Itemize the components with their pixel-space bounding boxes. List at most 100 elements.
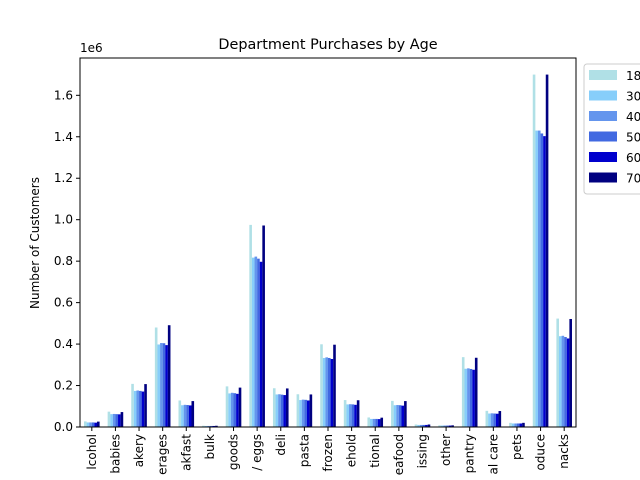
- bar: [493, 413, 496, 427]
- legend-swatch: [589, 152, 617, 162]
- x-tick-label: deli: [274, 434, 288, 456]
- bar: [115, 414, 119, 427]
- bar: [262, 225, 265, 427]
- bar: [160, 343, 163, 427]
- bar: [97, 421, 100, 427]
- bar: [144, 384, 147, 427]
- legend-label: 18: [626, 69, 640, 83]
- y-tick-label: 0.4: [54, 337, 73, 351]
- x-axis: lcohol babies akery erages akfast bulk goods / …: [85, 427, 571, 475]
- x-tick-label: akery: [132, 434, 146, 467]
- x-tick-label: bulk: [203, 434, 217, 460]
- bar: [301, 399, 305, 427]
- x-tick-label: tional: [368, 434, 382, 468]
- bar: [377, 419, 381, 427]
- bar: [110, 414, 113, 427]
- x-tick-label: other: [439, 434, 453, 466]
- bar: [183, 404, 187, 427]
- bar: [398, 405, 402, 427]
- y-axis-label: Number of Customers: [28, 177, 42, 309]
- bar: [328, 357, 331, 427]
- bar: [91, 422, 95, 427]
- bar: [304, 399, 307, 427]
- bar: [558, 336, 562, 427]
- bar: [207, 425, 210, 427]
- bar: [139, 390, 142, 427]
- bar: [296, 394, 300, 427]
- bar: [230, 392, 234, 427]
- bar: [535, 130, 538, 427]
- bar: [299, 400, 302, 427]
- bar: [422, 424, 426, 427]
- bar: [191, 401, 195, 427]
- bar: [249, 224, 252, 427]
- bar: [233, 393, 237, 427]
- bar: [532, 74, 536, 427]
- bar: [330, 359, 334, 427]
- bar: [228, 393, 231, 427]
- bar: [370, 418, 373, 427]
- bar: [417, 424, 420, 427]
- y-tick-label: 0.6: [54, 296, 73, 310]
- bar: [167, 325, 171, 427]
- bar: [204, 425, 208, 427]
- bar: [320, 344, 323, 427]
- bar: [280, 394, 284, 427]
- bar: [537, 130, 541, 427]
- x-tick-label: lcohol: [85, 434, 99, 470]
- bar: [391, 400, 394, 427]
- legend-swatch: [589, 70, 617, 80]
- x-tick-label: akfast: [179, 434, 193, 471]
- bar: [118, 414, 121, 427]
- bar: [396, 405, 399, 427]
- legend-label: 70: [626, 172, 640, 186]
- y-axis: 0.0 0.2 0.4 0.6 0.8 1.0 1.2 1.4 1.6: [54, 88, 80, 434]
- bar: [89, 422, 92, 427]
- x-tick-label: goods: [227, 434, 241, 470]
- bar: [225, 386, 229, 427]
- bar: [131, 383, 134, 427]
- bar: [157, 344, 161, 427]
- x-tick-label: pasta: [297, 434, 311, 467]
- bar: [561, 335, 565, 427]
- y-tick-label: 1.2: [54, 171, 73, 185]
- bar: [543, 136, 546, 427]
- y-tick-label: 0.2: [54, 379, 73, 393]
- bar: [278, 394, 281, 427]
- bar: [511, 423, 515, 427]
- bar: [238, 387, 242, 427]
- bar: [181, 405, 184, 427]
- x-tick-label: al care: [486, 434, 500, 475]
- bar: [154, 327, 158, 427]
- bar: [540, 133, 544, 427]
- x-tick-label: issing: [415, 434, 429, 468]
- bars-group: [84, 74, 572, 427]
- x-tick-label: frozen: [321, 434, 335, 472]
- bar: [257, 258, 260, 427]
- bar: [212, 425, 216, 427]
- bar: [209, 425, 213, 427]
- bar: [569, 318, 572, 427]
- y-tick-label: 0.8: [54, 254, 73, 268]
- y-tick-label: 1.6: [54, 88, 73, 102]
- bar: [333, 344, 336, 427]
- bar: [472, 369, 475, 427]
- bar: [141, 391, 145, 427]
- bar: [322, 357, 326, 427]
- x-tick-label: ehold: [345, 434, 359, 467]
- bar: [325, 357, 328, 427]
- bar: [309, 394, 313, 427]
- bar: [516, 423, 520, 427]
- bar: [272, 388, 276, 427]
- bar: [485, 410, 489, 427]
- bar: [514, 423, 517, 427]
- x-tick-label: erages: [156, 434, 170, 475]
- bar: [349, 404, 352, 427]
- bar: [136, 390, 140, 427]
- bar: [404, 401, 407, 427]
- legend-label: 50: [626, 131, 640, 145]
- bar: [467, 368, 470, 427]
- plot-frame: [79, 57, 577, 428]
- bar: [461, 357, 465, 427]
